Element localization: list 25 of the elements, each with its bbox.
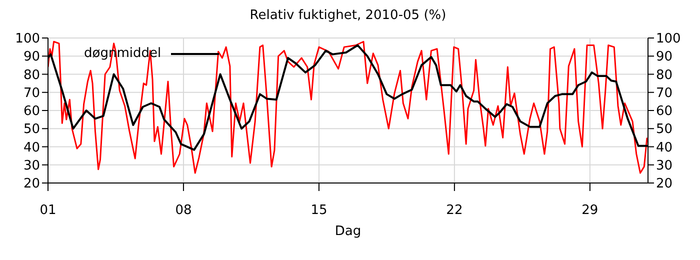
y2-tick-label: 40 — [656, 140, 673, 156]
y-tick-label: 40 — [23, 140, 40, 156]
y-tick-label: 50 — [23, 122, 40, 138]
x-tick-label: 01 — [40, 203, 56, 218]
y2-tick-label: 60 — [656, 104, 673, 120]
y-tick-label: 70 — [23, 86, 40, 101]
y-tick-label: 30 — [23, 158, 40, 174]
y-tick-label: 90 — [23, 50, 40, 65]
x-axis-title: Dag — [334, 224, 362, 239]
y-tick-label: 20 — [23, 176, 40, 192]
y-tick-label: 60 — [23, 104, 40, 120]
y2-tick-label: 80 — [656, 68, 673, 83]
x-tick-label: 29 — [582, 203, 598, 218]
y2-tick-label: 50 — [656, 122, 673, 138]
y2-tick-label: 70 — [656, 86, 673, 101]
y2-tick-label: 20 — [656, 176, 673, 192]
chart-title: Relativ fuktighet, 2010-05 (%) — [248, 8, 448, 25]
y-tick-label: 100 — [15, 32, 40, 47]
x-tick-label: 08 — [175, 203, 192, 218]
y2-tick-label: 30 — [656, 158, 673, 174]
y2-tick-label: 100 — [656, 32, 681, 47]
y2-tick-label: 90 — [656, 50, 673, 65]
x-tick-label: 22 — [446, 203, 463, 218]
y-tick-label: 80 — [23, 68, 40, 83]
x-tick-label: 15 — [310, 203, 328, 218]
